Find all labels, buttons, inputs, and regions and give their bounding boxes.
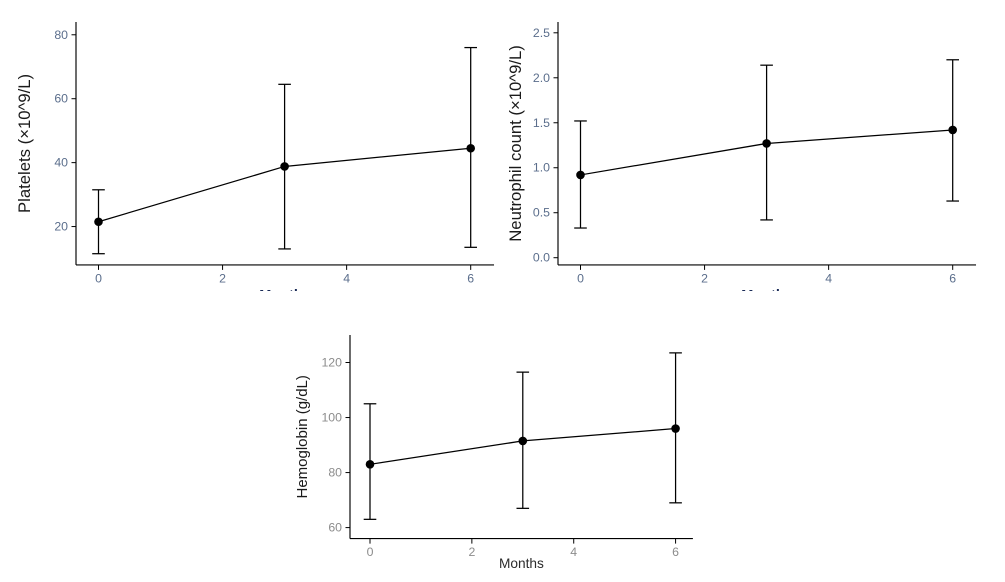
svg-text:1.0: 1.0 <box>533 161 550 175</box>
svg-text:6: 6 <box>467 271 474 285</box>
svg-text:2.0: 2.0 <box>533 71 550 85</box>
svg-text:Months: Months <box>499 556 544 571</box>
svg-text:Neutrophil count (×10^9/L): Neutrophil count (×10^9/L) <box>506 45 525 242</box>
svg-text:6: 6 <box>672 545 679 559</box>
svg-text:4: 4 <box>343 271 350 285</box>
svg-text:2: 2 <box>468 545 475 559</box>
svg-text:Platelets (×10^9/L): Platelets (×10^9/L) <box>15 74 34 213</box>
svg-text:6: 6 <box>949 271 956 285</box>
svg-text:0.0: 0.0 <box>533 251 550 265</box>
svg-text:2: 2 <box>701 271 708 285</box>
svg-text:80: 80 <box>328 466 342 480</box>
svg-text:2: 2 <box>219 271 226 285</box>
svg-text:0: 0 <box>95 271 102 285</box>
svg-text:120: 120 <box>321 356 342 370</box>
svg-text:0: 0 <box>577 271 584 285</box>
svg-text:100: 100 <box>321 411 342 425</box>
svg-text:2.5: 2.5 <box>533 26 550 40</box>
svg-text:4: 4 <box>570 545 577 559</box>
svg-text:0: 0 <box>367 545 374 559</box>
svg-text:4: 4 <box>825 271 832 285</box>
svg-text:1.5: 1.5 <box>533 116 550 130</box>
svg-text:0.5: 0.5 <box>533 206 550 220</box>
svg-text:80: 80 <box>54 28 68 42</box>
svg-text:60: 60 <box>54 92 68 106</box>
svg-text:20: 20 <box>54 220 68 234</box>
svg-text:Hemoglobin (g/dL): Hemoglobin (g/dL) <box>294 375 311 498</box>
svg-text:60: 60 <box>328 521 342 535</box>
svg-text:40: 40 <box>54 156 68 170</box>
